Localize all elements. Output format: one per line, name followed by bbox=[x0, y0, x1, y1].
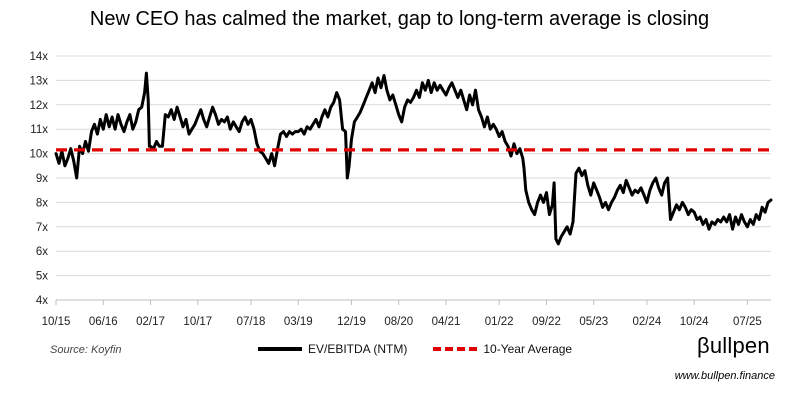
y-tick-label: 5x bbox=[36, 271, 48, 283]
x-tick-label: 02/17 bbox=[136, 316, 165, 328]
y-axis: 4x 5x 6x 7x 8x 9x 10x 11x 12x 13x 14x bbox=[29, 51, 48, 307]
series-group bbox=[54, 71, 773, 246]
x-axis: 10/15 06/16 02/17 10/17 07/18 03/19 12/19 08/20… bbox=[42, 299, 771, 328]
x-tick-label: 10/15 bbox=[42, 316, 71, 328]
x-tick-label: 10/17 bbox=[183, 316, 212, 328]
legend: EV/EBITDA (NTM) 10-Year Average bbox=[258, 342, 598, 356]
x-tick-label: 03/19 bbox=[284, 316, 313, 328]
brand-logo: βullpen bbox=[697, 333, 770, 358]
grid-lines bbox=[56, 55, 771, 301]
legend-item-ev-ebitda: EV/EBITDA (NTM) bbox=[258, 342, 407, 356]
legend-swatch-10yr-average bbox=[433, 347, 478, 351]
x-tick-label: 07/18 bbox=[237, 316, 266, 328]
y-tick-label: 14x bbox=[29, 51, 48, 63]
x-tick-label: 07/25 bbox=[733, 316, 762, 328]
legend-label-10yr-average: 10-Year Average bbox=[483, 342, 573, 356]
y-tick-label: 8x bbox=[36, 197, 48, 209]
legend-label-ev-ebitda: EV/EBITDA (NTM) bbox=[308, 342, 408, 356]
y-tick-label: 7x bbox=[36, 222, 48, 234]
y-tick-label: 13x bbox=[29, 75, 48, 87]
y-tick-label: 11x bbox=[30, 124, 48, 136]
legend-item-10yr-average: 10-Year Average bbox=[433, 342, 572, 356]
series-ev-ebitda-line bbox=[54, 71, 773, 246]
y-tick-label: 10x bbox=[29, 149, 48, 161]
y-tick-label: 12x bbox=[29, 100, 48, 112]
y-tick-label: 9x bbox=[36, 173, 48, 185]
x-tick-label: 04/21 bbox=[432, 316, 461, 328]
x-tick-label: 08/20 bbox=[384, 316, 413, 328]
x-tick-label: 06/16 bbox=[89, 316, 118, 328]
website-url: www.bullpen.finance bbox=[674, 370, 775, 382]
x-tick-label: 10/24 bbox=[680, 316, 709, 328]
source-note: Source: Koyfin bbox=[50, 344, 122, 356]
x-tick-label: 05/23 bbox=[579, 316, 608, 328]
chart-title: New CEO has calmed the market, gap to lo… bbox=[89, 8, 710, 30]
x-tick-label: 09/22 bbox=[532, 316, 561, 328]
x-tick-label: 02/24 bbox=[633, 316, 662, 328]
legend-swatch-ev-ebitda bbox=[258, 347, 302, 351]
y-tick-label: 6x bbox=[36, 246, 48, 258]
y-tick-label: 4x bbox=[36, 295, 48, 307]
x-tick-label: 12/19 bbox=[337, 316, 366, 328]
x-tick-label: 01/22 bbox=[485, 316, 514, 328]
